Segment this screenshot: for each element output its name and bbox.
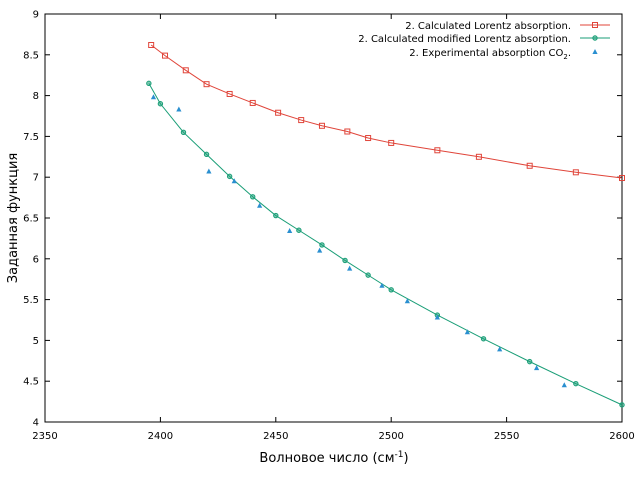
x-tick-label: 2500 xyxy=(378,431,403,442)
plot-area xyxy=(146,42,625,408)
series-line xyxy=(148,83,623,406)
y-axis-title: Заданная функция xyxy=(6,153,21,283)
data-point xyxy=(296,227,302,233)
y-tick-label: 4.5 xyxy=(23,377,39,388)
y-tick-label: 9 xyxy=(33,10,39,21)
x-axis-title: Волновое число (см-1) xyxy=(259,450,408,466)
data-point xyxy=(365,272,371,278)
data-point xyxy=(342,257,348,264)
x-tick-label: 2350 xyxy=(32,431,57,442)
data-point xyxy=(573,380,579,387)
data-point xyxy=(534,365,540,371)
data-point xyxy=(464,329,470,335)
data-point xyxy=(318,122,325,129)
data-point xyxy=(526,358,533,365)
y-tick-label: 7.5 xyxy=(23,132,39,143)
data-point xyxy=(619,402,625,408)
data-point xyxy=(275,109,282,116)
data-point xyxy=(162,52,169,59)
legend-label-experimental: 2. Experimental absorption CO2. xyxy=(409,48,571,61)
data-point xyxy=(298,117,305,124)
x-axis-title-sup: -1 xyxy=(395,450,404,460)
data-point xyxy=(203,151,210,158)
y-tick-label: 6.5 xyxy=(23,214,39,225)
data-point xyxy=(379,282,385,288)
data-point xyxy=(317,247,323,253)
data-point xyxy=(148,42,155,49)
data-point xyxy=(475,153,482,160)
data-point xyxy=(404,298,410,304)
data-point xyxy=(231,178,237,184)
series-1 xyxy=(146,80,625,408)
data-point xyxy=(203,81,210,88)
data-point xyxy=(226,173,233,180)
x-axis-title-main: Волновое число (см xyxy=(259,451,394,466)
data-point xyxy=(388,287,394,293)
data-point xyxy=(176,106,182,112)
data-point xyxy=(388,139,395,146)
legend: 2. Calculated Lorentz absorption. 2. Cal… xyxy=(358,21,610,61)
y-tick-label: 6 xyxy=(33,254,39,265)
y-tick-label: 8 xyxy=(33,91,39,102)
legend-label-experimental-suffix: . xyxy=(568,48,571,59)
data-point xyxy=(497,346,503,352)
y-tick-label: 5 xyxy=(33,336,39,347)
data-point xyxy=(572,169,579,176)
data-point xyxy=(319,242,325,248)
data-point xyxy=(249,99,256,106)
legend-marker xyxy=(592,49,598,54)
data-point xyxy=(434,314,440,320)
data-point xyxy=(146,80,152,87)
data-point xyxy=(157,101,164,107)
data-point xyxy=(250,194,256,200)
data-point xyxy=(273,212,279,219)
data-point xyxy=(347,265,353,271)
plot-border xyxy=(44,13,623,423)
x-tick-label: 2550 xyxy=(494,431,519,442)
x-tick-label: 2450 xyxy=(263,431,288,442)
data-point xyxy=(206,168,212,174)
data-point xyxy=(434,147,441,154)
y-tick-label: 7 xyxy=(33,173,39,184)
legend-marker xyxy=(592,22,598,28)
legend-label-experimental-prefix: 2. Experimental absorption CO xyxy=(409,48,563,59)
data-point xyxy=(180,129,187,136)
legend-label-lorentz: 2. Calculated Lorentz absorption. xyxy=(405,21,571,32)
data-point xyxy=(619,175,625,182)
data-point xyxy=(480,336,487,342)
data-point xyxy=(561,382,567,388)
data-point xyxy=(287,228,293,234)
axes: 2350 2400 2450 2500 2550 2600 4 4.5 5 5.5 6 6.5 7 7.5… xyxy=(23,10,635,443)
data-point xyxy=(344,128,351,135)
legend-marker xyxy=(592,35,598,41)
legend-label-experimental-sub: 2 xyxy=(563,53,567,61)
data-point xyxy=(150,94,157,100)
y-tick-label: 8.5 xyxy=(23,50,39,61)
series-0 xyxy=(148,42,625,182)
data-point xyxy=(365,135,372,142)
y-tick-label: 4 xyxy=(33,418,39,429)
data-point xyxy=(257,202,263,208)
x-tick-label: 2600 xyxy=(609,431,634,442)
series-line xyxy=(150,44,623,179)
x-tick-label: 2400 xyxy=(148,431,173,442)
data-point xyxy=(182,67,189,74)
data-point xyxy=(226,90,233,97)
x-axis-title-end: ) xyxy=(403,451,408,466)
y-tick-label: 5.5 xyxy=(23,295,39,306)
legend-label-modified-lorentz: 2. Calculated modified Lorentz absorptio… xyxy=(358,34,571,45)
data-point xyxy=(526,162,533,169)
series-2 xyxy=(150,94,567,388)
